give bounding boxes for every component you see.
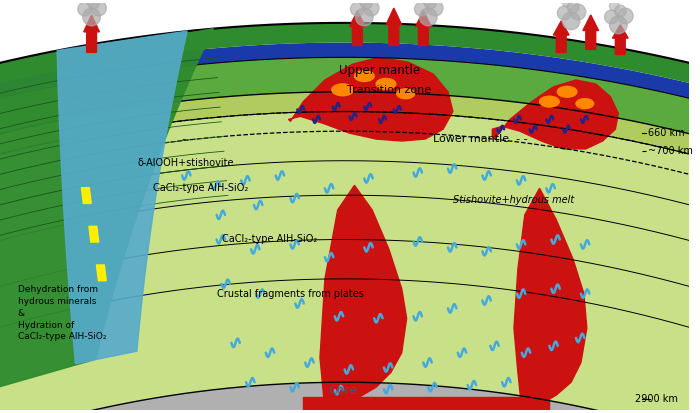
Polygon shape [553,21,569,52]
Polygon shape [416,11,431,45]
Text: Transition zone: Transition zone [347,85,431,95]
Polygon shape [349,11,365,45]
Circle shape [427,0,443,16]
Polygon shape [97,265,106,281]
Polygon shape [320,185,407,410]
Circle shape [610,16,627,34]
Text: CaCl₂-type AlH-SiO₂: CaCl₂-type AlH-SiO₂ [221,235,317,244]
Polygon shape [514,188,587,410]
Text: 2900 km: 2900 km [635,394,678,404]
Polygon shape [0,382,699,413]
Circle shape [90,0,106,16]
Polygon shape [386,8,402,45]
Circle shape [605,10,618,24]
Text: Crustal fragments from plates: Crustal fragments from plates [216,289,363,299]
Ellipse shape [354,71,374,81]
Text: Lower mantle  - -: Lower mantle - - [433,134,528,144]
Circle shape [567,1,579,13]
Circle shape [414,2,428,16]
Circle shape [88,0,99,9]
Text: Dehydration from
hydrous minerals
&
Hydration of
CaCl₂-type AlH-SiO₂: Dehydration from hydrous minerals & Hydr… [18,285,106,342]
Circle shape [419,0,429,3]
Polygon shape [0,43,700,129]
Text: δ-AlOOH+stishovite: δ-AlOOH+stishovite [138,158,234,168]
Ellipse shape [540,96,559,107]
Circle shape [557,6,571,20]
Circle shape [617,8,633,24]
Circle shape [351,2,364,16]
Text: - -: - - [182,134,201,144]
Circle shape [419,8,438,26]
Circle shape [610,1,620,11]
Circle shape [360,0,372,9]
Circle shape [615,5,626,17]
Polygon shape [303,397,550,410]
Text: 660 km: 660 km [648,128,685,138]
Polygon shape [288,57,453,141]
Ellipse shape [576,99,594,109]
Ellipse shape [557,86,577,97]
Polygon shape [57,31,187,364]
Text: Upper mantle: Upper mantle [339,64,419,77]
Circle shape [83,8,100,26]
Polygon shape [0,3,690,410]
Ellipse shape [376,78,396,89]
Circle shape [78,2,92,16]
Circle shape [83,0,92,3]
Circle shape [562,12,580,30]
Text: CaCl₂-type AlH-SiO₂: CaCl₂-type AlH-SiO₂ [153,183,248,193]
Text: Stishovite+hydrous melt: Stishovite+hydrous melt [453,195,574,205]
Ellipse shape [332,84,354,96]
Text: Core: Core [328,384,357,396]
Circle shape [363,0,379,16]
Circle shape [356,8,373,26]
Circle shape [570,4,586,20]
Polygon shape [0,57,700,162]
Ellipse shape [397,89,414,99]
Polygon shape [84,15,99,52]
Polygon shape [612,25,628,55]
Polygon shape [81,188,91,204]
Polygon shape [0,92,700,181]
Circle shape [356,0,365,3]
Text: ~700 km: ~700 km [648,146,693,156]
Polygon shape [89,226,99,242]
Polygon shape [0,28,214,405]
Polygon shape [0,23,700,115]
Circle shape [424,0,436,9]
Circle shape [562,0,572,7]
Polygon shape [0,112,700,413]
Polygon shape [583,15,598,50]
Polygon shape [492,80,618,149]
